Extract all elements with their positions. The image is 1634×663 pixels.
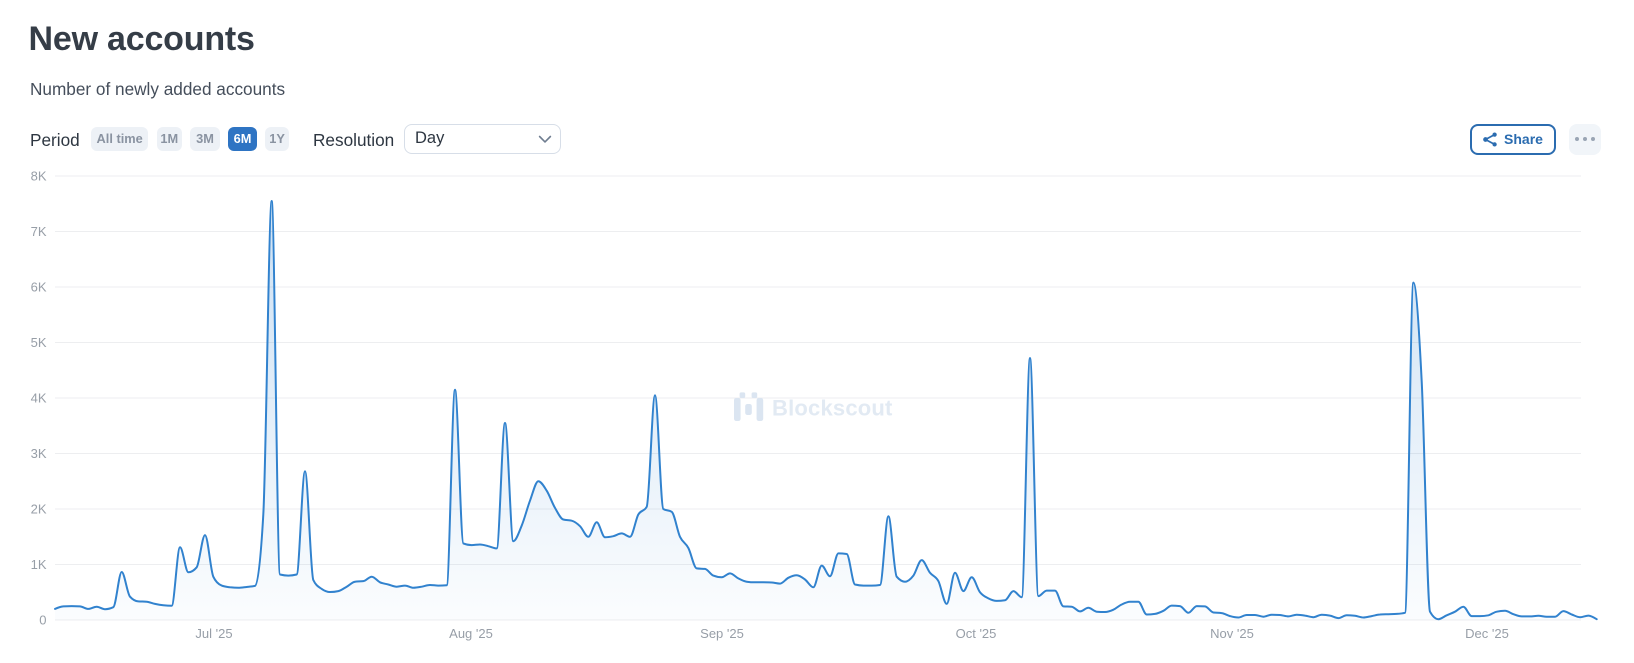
svg-text:5K: 5K	[31, 335, 47, 350]
svg-text:8K: 8K	[31, 169, 47, 184]
svg-text:Jul '25: Jul '25	[195, 626, 232, 641]
svg-text:Sep '25: Sep '25	[700, 626, 744, 641]
svg-text:3K: 3K	[31, 446, 47, 461]
svg-text:0: 0	[39, 613, 46, 628]
svg-text:Aug '25: Aug '25	[449, 626, 493, 641]
svg-text:2K: 2K	[31, 502, 47, 517]
svg-text:6K: 6K	[31, 280, 47, 295]
svg-text:Dec '25: Dec '25	[1465, 626, 1509, 641]
svg-text:Blockscout: Blockscout	[772, 396, 893, 421]
svg-text:Oct '25: Oct '25	[956, 626, 997, 641]
svg-text:7K: 7K	[31, 224, 47, 239]
svg-text:4K: 4K	[31, 391, 47, 406]
svg-text:1K: 1K	[31, 557, 47, 572]
svg-text:Nov '25: Nov '25	[1210, 626, 1254, 641]
